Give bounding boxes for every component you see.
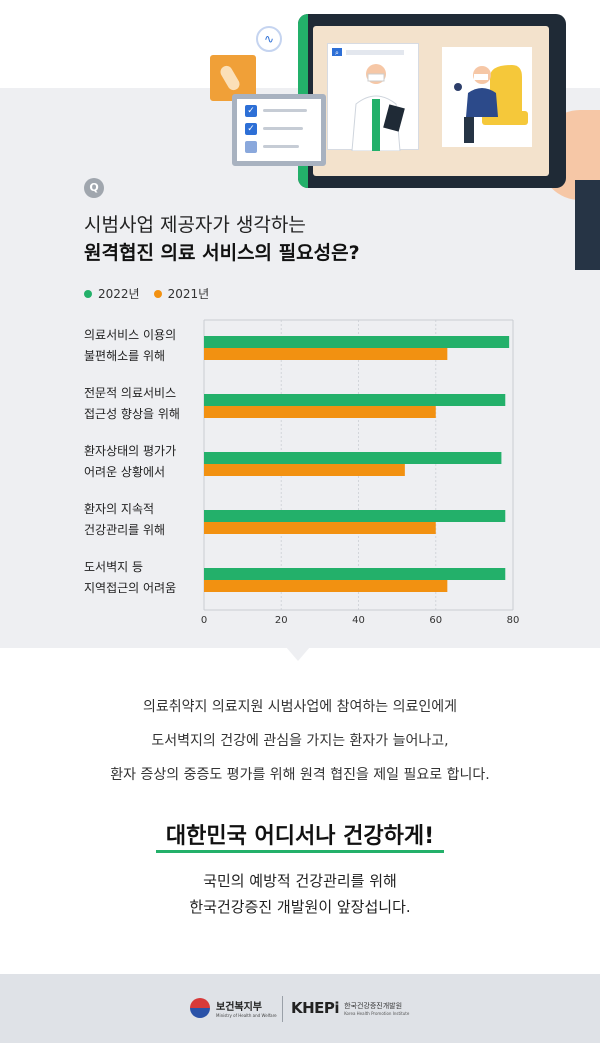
sub-paragraph: 국민의 예방적 건강관리를 위해 한국건강증진 개발원이 앞장섭니다.	[0, 868, 600, 920]
patient-video-window	[442, 47, 532, 147]
bar-2021	[204, 580, 448, 592]
checklist-line	[263, 127, 303, 130]
checklist-line	[263, 145, 299, 148]
legend-item-2021: 2021년	[153, 285, 210, 302]
legend-dot-2021	[153, 289, 162, 298]
ministry-name-kr: 보건복지부	[216, 1002, 262, 1013]
slogan: 대한민국 어디서나 건강하게!	[165, 824, 435, 849]
patient-illustration	[454, 65, 528, 143]
check-icon: ✓	[245, 123, 257, 135]
x-tick-label: 80	[507, 615, 520, 626]
question-badge: Q	[84, 178, 104, 198]
telemedicine-illustration: ⌕ ✓ ✓ ∿	[0, 0, 600, 270]
x-tick-label: 0	[201, 615, 207, 626]
legend-label-2022: 2022년	[98, 287, 140, 301]
bar-2021	[204, 522, 436, 534]
chart-legend: 2022년 2021년	[84, 285, 209, 302]
legend-dot-2022	[84, 289, 92, 298]
title-line-2: 원격협진 의료 서비스의 필요성은?	[84, 242, 360, 264]
footer	[0, 974, 600, 1043]
khepi-logo: KHEPi 한국건강증진개발원 Korea Health Promotion I…	[291, 999, 409, 1017]
bar-2021	[204, 464, 405, 476]
category-label: 환자상태의 평가가	[84, 444, 176, 458]
doctor-illustration: ⌕	[332, 48, 405, 152]
x-tick-label: 40	[352, 615, 365, 626]
doctor-video-window: ⌕	[327, 43, 419, 152]
check-icon: ✓	[245, 105, 257, 117]
ministry-name-en: Ministry of Health and Welfare	[216, 1013, 277, 1018]
x-tick-label: 60	[429, 615, 442, 626]
checklist-illustration: ✓ ✓	[232, 94, 326, 166]
text-section-background	[0, 648, 600, 974]
sleeve-illustration	[575, 180, 600, 270]
unchecked-box-icon	[245, 141, 257, 153]
legend-label-2021: 2021년	[167, 287, 210, 301]
title-line-1: 시범사업 제공자가 생각하는	[84, 214, 306, 236]
sub-line-1: 국민의 예방적 건강관리를 위해	[203, 872, 397, 890]
taeguk-icon	[190, 998, 210, 1018]
legend-item-2022: 2022년	[84, 285, 140, 302]
body-paragraph: 의료취약지 의료지원 시범사업에 참여하는 의료인에게 도서벽지의 건강에 관심…	[0, 690, 600, 792]
pulse-icon: ∿	[256, 26, 282, 52]
category-label: 지역접근의 어려움	[84, 581, 176, 595]
bar-2022	[204, 568, 506, 580]
category-label: 어려운 상황에서	[84, 465, 165, 479]
x-tick-label: 20	[275, 615, 288, 626]
search-icon: ⌕	[335, 49, 339, 57]
bar-2022	[204, 452, 502, 464]
bar-2022	[204, 336, 510, 348]
bar-2021	[204, 406, 436, 418]
institute-name-en: Korea Health Promotion Institute	[344, 1010, 410, 1016]
medicine-icon	[210, 55, 256, 101]
body-line-2: 도서벽지의 건강에 관심을 가지는 환자가 늘어나고,	[151, 733, 449, 749]
category-label: 접근성 향상을 위해	[84, 407, 180, 421]
slogan-underline	[156, 850, 444, 853]
bar-2021	[204, 348, 448, 360]
bar-2022	[204, 510, 506, 522]
institute-name-kr: 한국건강증진개발원	[344, 1001, 403, 1010]
category-label: 도서벽지 등	[84, 560, 143, 574]
ministry-logo: 보건복지부 Ministry of Health and Welfare	[190, 998, 277, 1018]
category-label: 불편해소를 위해	[84, 349, 165, 363]
body-line-1: 의료취약지 의료지원 시범사업에 참여하는 의료인에게	[142, 699, 458, 715]
footer-divider	[282, 996, 283, 1022]
category-label: 전문적 의료서비스	[84, 386, 176, 400]
checklist-line	[263, 109, 307, 112]
khepi-wordmark: KHEPi	[291, 999, 340, 1017]
bar-2022	[204, 394, 506, 406]
category-label: 의료서비스 이용의	[84, 328, 176, 342]
sub-line-2: 한국건강증진 개발원이 앞장섭니다.	[189, 898, 411, 916]
speech-notch	[286, 647, 310, 661]
category-label: 환자의 지속적	[84, 502, 154, 516]
body-line-3: 환자 증상의 중증도 평가를 위해 원격 협진을 제일 필요로 합니다.	[110, 767, 490, 783]
category-label: 건강관리를 위해	[84, 523, 165, 537]
